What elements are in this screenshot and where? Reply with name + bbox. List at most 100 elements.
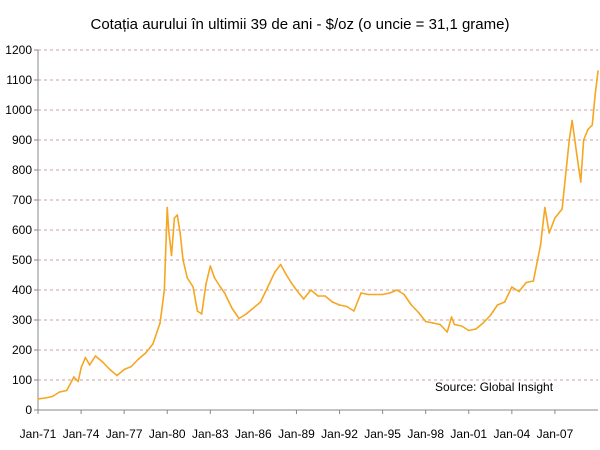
x-tick-label: Jan-95 — [364, 427, 401, 441]
data-point — [259, 301, 262, 303]
x-tick-label: Jan-04 — [493, 427, 530, 441]
data-point — [238, 317, 240, 320]
data-point — [274, 271, 276, 273]
data-point — [123, 368, 125, 371]
data-point — [137, 358, 140, 360]
data-point — [200, 313, 203, 315]
data-point — [88, 364, 91, 366]
data-point — [252, 307, 255, 309]
data-point — [345, 305, 348, 308]
series-layer — [37, 70, 599, 400]
data-point — [525, 281, 528, 284]
data-point — [219, 286, 222, 288]
data-point — [388, 292, 391, 294]
x-tick-label: Jan-89 — [278, 427, 315, 441]
data-point — [360, 292, 362, 294]
data-point — [101, 361, 104, 363]
data-point — [544, 206, 546, 209]
y-tick-label: 200 — [12, 343, 32, 357]
y-tick-label: 900 — [12, 133, 32, 147]
data-point — [450, 316, 453, 318]
data-point — [266, 286, 269, 288]
series-line — [37, 70, 599, 400]
y-tick-label: 1100 — [6, 73, 32, 87]
data-point — [518, 290, 520, 293]
data-point — [417, 311, 420, 314]
data-point — [532, 280, 535, 282]
data-point — [80, 367, 82, 369]
y-tick-label: 500 — [12, 253, 32, 267]
data-point — [73, 376, 75, 378]
data-point — [331, 301, 334, 303]
data-point — [196, 310, 199, 312]
y-tick-label: 600 — [12, 223, 32, 237]
data-point — [568, 139, 571, 141]
data-point — [51, 395, 54, 398]
data-point — [223, 292, 226, 294]
data-point — [37, 398, 39, 400]
y-tick-label: 400 — [12, 283, 32, 297]
data-point — [176, 214, 179, 216]
y-tick-label: 1000 — [5, 103, 32, 117]
data-point — [209, 265, 212, 267]
data-point — [582, 139, 585, 141]
data-point — [374, 293, 377, 296]
data-point — [410, 304, 413, 306]
data-point — [317, 295, 319, 297]
x-tick-label: Jan-86 — [235, 427, 272, 441]
data-point — [482, 322, 484, 324]
y-tick-label: 800 — [12, 163, 32, 177]
source-note: Source: Global Insight — [435, 380, 554, 394]
x-tick-label: Jan-77 — [106, 427, 143, 441]
data-point — [554, 217, 556, 219]
data-point — [353, 310, 355, 312]
data-point — [503, 301, 506, 303]
data-point — [94, 355, 97, 357]
data-point — [489, 314, 492, 317]
data-point — [170, 254, 173, 257]
data-point — [84, 356, 87, 359]
data-point — [65, 389, 68, 392]
data-point — [279, 263, 282, 266]
data-point — [594, 94, 596, 96]
chart-title: Cotația aurului în ultimii 39 de ani - $… — [90, 16, 510, 33]
data-point — [310, 289, 312, 291]
data-point — [231, 307, 233, 309]
data-point — [475, 328, 477, 330]
y-tick-label: 700 — [12, 193, 32, 207]
data-point — [439, 323, 441, 326]
data-point — [167, 229, 170, 231]
data-point — [179, 232, 181, 234]
data-point — [245, 313, 248, 315]
y-tick-label: 0 — [25, 403, 32, 417]
x-tick-label: Jan-01 — [450, 427, 487, 441]
data-point — [192, 286, 194, 288]
data-point — [144, 352, 147, 354]
data-point — [396, 289, 398, 291]
data-point — [424, 320, 427, 323]
x-tick-label: Jan-07 — [537, 427, 574, 441]
data-point — [163, 289, 166, 291]
data-point — [539, 244, 542, 246]
x-tick-label: Jan-74 — [63, 427, 100, 441]
x-tick-label: Jan-92 — [321, 427, 358, 441]
data-point — [173, 217, 176, 219]
data-point — [587, 128, 589, 131]
data-point — [575, 151, 578, 153]
data-point — [579, 181, 582, 183]
data-point — [152, 343, 154, 345]
y-axis-ticks: 0 100 200 300 400 500 600 700 800 900 1000 1100 1200 — [5, 43, 38, 417]
data-point — [324, 295, 326, 297]
data-point — [108, 368, 111, 371]
data-point — [302, 298, 305, 300]
data-point — [44, 397, 46, 399]
data-point — [432, 322, 434, 324]
y-tick-label: 300 — [12, 313, 32, 327]
y-tick-label: 1200 — [5, 43, 32, 57]
data-point — [548, 232, 550, 234]
data-point — [58, 391, 61, 393]
data-point — [130, 365, 133, 368]
data-point — [460, 325, 463, 327]
data-point — [295, 289, 298, 291]
